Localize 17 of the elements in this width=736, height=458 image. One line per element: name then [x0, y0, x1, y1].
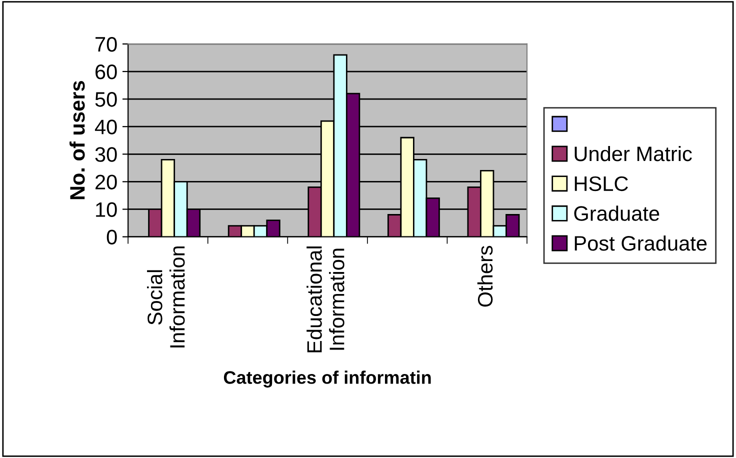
legend-label: Graduate [574, 206, 660, 221]
y-tick-label: 0 [106, 230, 117, 245]
x-tick-label: Social Information [147, 246, 185, 348]
y-tick-label: 30 [95, 147, 117, 162]
legend-label: HSLC [574, 176, 628, 192]
y-tick-label: 60 [96, 64, 117, 80]
y-axis-title: No. of users [70, 81, 85, 200]
x-tick-label: Others [477, 246, 493, 307]
x-axis-title: Categories of informatin [224, 370, 431, 388]
y-tick-label: 20 [96, 174, 117, 190]
x-tick-label: Educational Information [306, 246, 344, 352]
y-tick-label: 10 [96, 202, 117, 217]
y-tick-label: 40 [94, 120, 117, 134]
legend-label: Post Graduate [574, 235, 707, 251]
legend-label: Under Matric [574, 146, 692, 162]
y-tick-label: 70 [96, 36, 117, 52]
y-tick-label: 50 [95, 92, 117, 107]
